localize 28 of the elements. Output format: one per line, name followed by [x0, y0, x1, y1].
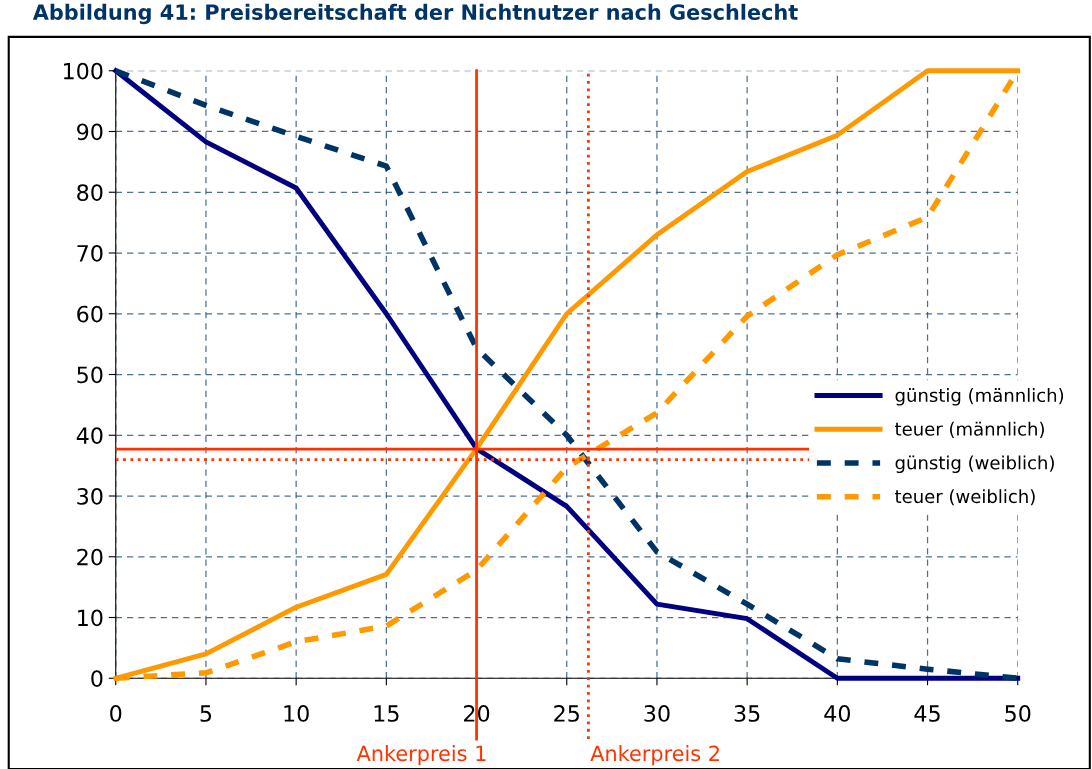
x-tick-label: 45 — [914, 705, 940, 722]
y-tick-label: 0 — [91, 670, 103, 688]
legend-label: teuer (weiblich) — [895, 489, 1035, 506]
x-tick-label: 40 — [824, 705, 851, 722]
y-tick-label: 40 — [76, 427, 103, 445]
x-tick-label: 10 — [284, 705, 309, 722]
legend-label: günstig (weiblich) — [895, 455, 1054, 473]
x-tick-label: 50 — [1005, 705, 1031, 722]
legend-label: teuer (männlich) — [895, 421, 1044, 438]
ref-line-label: Ankerpreis 1 — [356, 745, 486, 766]
y-tick-label: 20 — [77, 548, 103, 566]
x-tick-label: 30 — [644, 705, 670, 722]
y-tick-label: 50 — [77, 366, 103, 384]
y-tick-label: 90 — [77, 123, 103, 141]
y-tick-label: 80 — [77, 184, 103, 202]
y-tick-label: 100 — [63, 62, 103, 80]
chart-title: Abbildung 41: Preisbereitschaft der Nichtnutzer nach Geschlecht — [32, 3, 798, 25]
legend-label: günstig (männlich) — [895, 388, 1064, 406]
x-tick-label: 35 — [734, 705, 760, 722]
y-tick-label: 60 — [77, 305, 103, 323]
y-tick-label: 70 — [77, 244, 103, 262]
ref-line-label: Ankerpreis 2 — [590, 745, 719, 766]
y-tick-label: 30 — [77, 487, 103, 505]
x-tick-label: 25 — [554, 705, 579, 722]
y-tick-label: 10 — [78, 609, 103, 627]
x-tick-label: 0 — [110, 705, 122, 722]
x-tick-label: 5 — [200, 705, 212, 722]
x-tick-label: 15 — [374, 705, 399, 722]
